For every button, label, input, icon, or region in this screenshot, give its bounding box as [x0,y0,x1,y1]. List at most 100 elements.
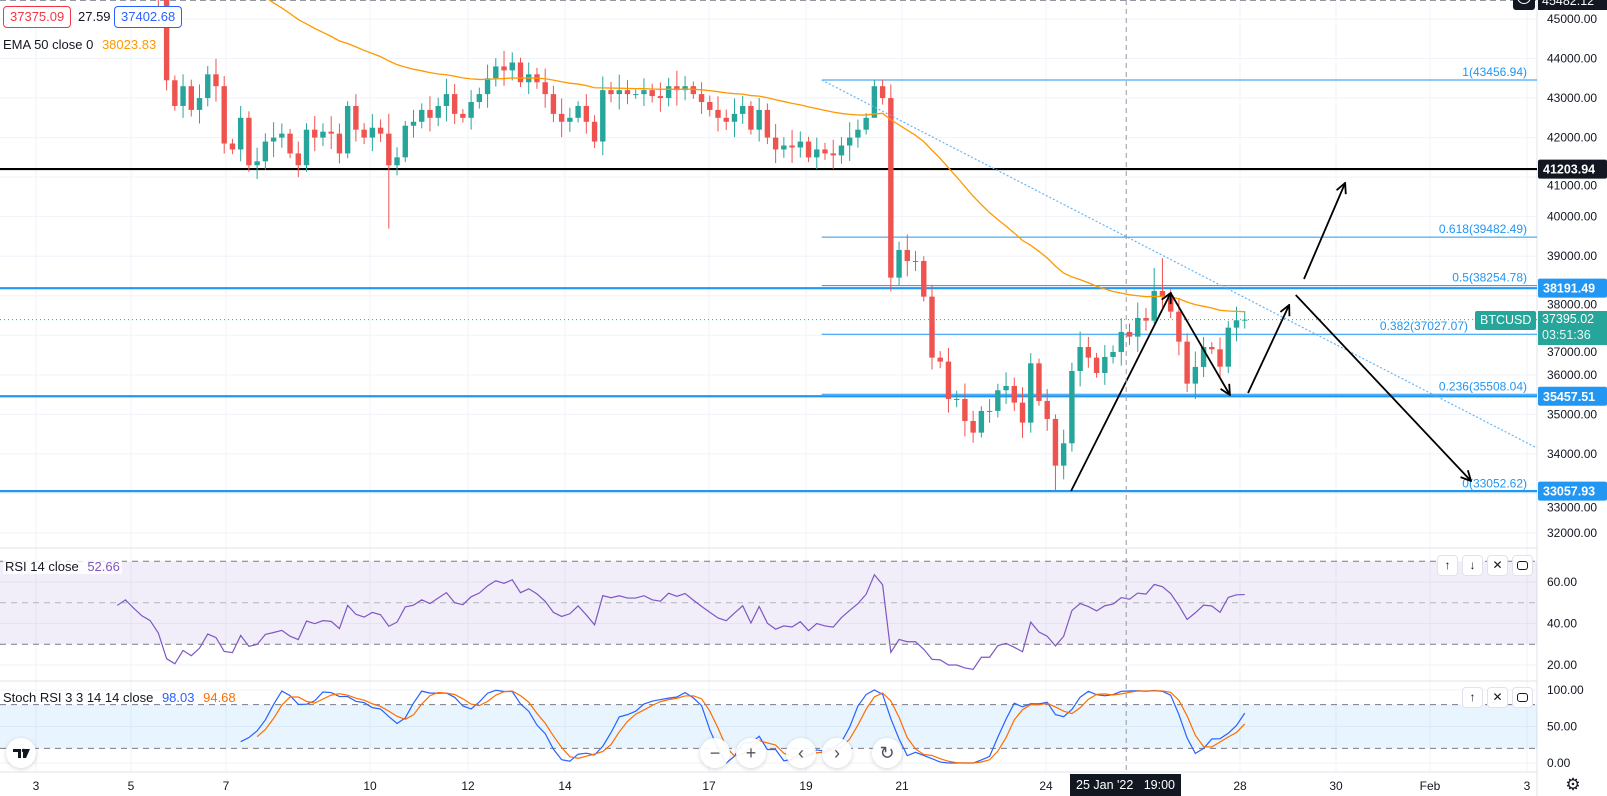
stoch-legend[interactable]: Stoch RSI 3 3 14 14 close 98.03 94.68 [3,690,236,705]
zoom-out-icon: − [709,743,721,763]
last-price-tag: 37395.02 03:51:36 [1538,311,1607,345]
scroll-right-icon: › [834,743,840,763]
ema-legend[interactable]: EMA 50 close 0 38023.83 [3,37,156,52]
candle [237,105,244,162]
candle [904,234,910,277]
candle-body [172,80,178,106]
arrow-drawing[interactable] [1169,292,1230,395]
settings-button[interactable]: ⚙ [1563,775,1583,795]
candle-body [460,113,466,118]
candle [937,351,943,369]
arrow-drawing[interactable] [1295,294,1471,481]
rsi-legend-value: 52.66 [87,559,120,574]
candle [674,70,680,106]
candle-body [550,94,557,114]
rsi-maximize-button[interactable] [1512,555,1533,576]
candle [641,78,647,106]
price-tick-label: 36000.00 [1547,368,1597,382]
drawings[interactable] [821,0,1538,772]
scroll-right-button[interactable]: › [822,738,852,768]
candle-body [1184,341,1190,384]
candle [287,128,293,159]
candle-body [929,296,935,358]
rsi-tick-label: 60.00 [1547,575,1577,589]
time-tick-label: 24 [1039,779,1053,793]
candle [550,85,557,123]
tradingview-logo[interactable] [6,738,36,768]
candle [633,89,639,99]
candle-body [279,133,285,138]
candle-body [1093,357,1100,373]
candle [822,142,828,160]
candle [451,84,458,124]
candle-body [731,113,738,122]
candle [254,147,260,179]
horizontal-line-price: 35457.51 [1543,390,1595,404]
candle [1143,307,1149,331]
candle [690,81,697,99]
candle [509,52,515,81]
candle [262,133,269,170]
candle [1225,321,1231,374]
stoch-legend-d: 94.68 [203,690,236,705]
close-price-box: 37402.68 [114,6,183,28]
fib-retracement[interactable]: 1(43456.94) 0.618(39482.49) 0.5(38254.78) 0… [821,65,1537,492]
candle-body [986,410,993,412]
candle-body [213,74,219,87]
candle-body [287,133,293,154]
candle-body [690,86,697,95]
candle [962,383,968,437]
candle-body [921,260,927,297]
candle-body [484,78,491,95]
price-tick-label: 32000.00 [1547,526,1597,540]
candle [312,116,318,152]
rsi-close-button[interactable]: ✕ [1487,555,1508,576]
top-price-label: 45482.12 [1538,0,1607,10]
reset-chart-button[interactable]: ↻ [872,738,902,768]
candle-body [855,129,861,138]
horizontal-line-price: 38191.49 [1543,282,1595,296]
rsi-move-up-button[interactable]: ↑ [1437,555,1458,576]
candle-body [583,105,590,122]
close-icon: ✕ [1492,690,1503,704]
candle [279,123,285,148]
arrow-drawing[interactable] [1070,293,1171,492]
rsi-move-down-button[interactable]: ↓ [1462,555,1483,576]
time-axis[interactable]: 3 5 7 10 12 14 17 19 21 24 28 30 Feb 3 [33,779,1531,793]
rsi-legend[interactable]: RSI 14 close 52.66 [3,559,122,574]
zoom-out-button[interactable]: − [700,738,730,768]
horizontal-lines[interactable] [0,167,1537,493]
candle-body [205,74,211,99]
candle [575,101,581,123]
candle [986,399,993,423]
candle-body [1209,346,1215,350]
candle-body [904,249,910,261]
stoch-move-up-button[interactable]: ↑ [1462,687,1483,708]
add-alert-button[interactable]: + [1513,0,1535,10]
candle-body [542,82,548,95]
candle-body [369,127,376,138]
stoch-maximize-button[interactable] [1512,687,1533,708]
arrow-down-icon: ↓ [1469,558,1476,572]
candle-body [978,410,985,433]
arrow-drawing[interactable] [1247,305,1289,394]
price-axis[interactable]: 45000.00 44000.00 43000.00 42000.00 41000.00… [1537,0,1607,796]
price-tick-label: 33000.00 [1547,501,1597,515]
candle [707,95,713,117]
stoch-close-button[interactable]: ✕ [1487,687,1508,708]
candle-body [682,86,688,91]
candle-body [1225,327,1231,367]
rsi-tick-label: 40.00 [1547,617,1577,631]
candle [377,119,384,142]
arrow-drawing[interactable] [1303,183,1345,280]
scroll-left-button[interactable]: ‹ [786,738,816,768]
candle-body [953,398,960,400]
zoom-in-button[interactable]: + [736,738,766,768]
candle [1233,306,1240,342]
rsi-legend-label: RSI 14 close [5,559,79,574]
candle [970,410,976,443]
candle [846,122,853,161]
stoch-legend-label: Stoch RSI 3 3 14 14 close [3,690,154,705]
candle-body [1060,443,1067,466]
